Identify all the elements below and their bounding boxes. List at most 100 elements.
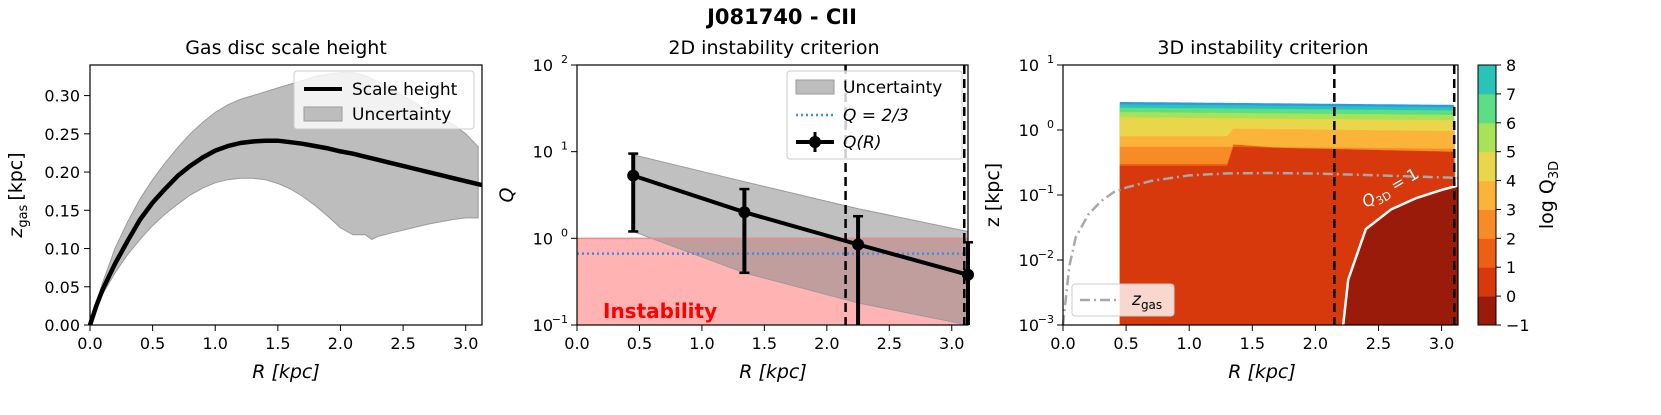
q3d-contour-line [1341,184,1459,326]
legend-marker-uncertainty [795,79,835,95]
colorbar-tick-label: 0 [1506,287,1516,306]
legend-marker-uncertainty [303,106,343,122]
x-tick-label: 2.5 [1366,334,1391,353]
colorbar-segment [1478,180,1496,210]
colorbar-segment [1478,296,1496,326]
colorbar-tick-label: 5 [1506,143,1516,162]
y-tick-label: 10 [1019,121,1039,140]
y-tick-label: 10 [1019,251,1039,270]
x-tick-label: 1.5 [265,334,290,353]
y-tick-label: 10 [1019,186,1039,205]
y-tick-exponent: −1 [552,313,568,326]
y-axis-label: zgas[kpc] [5,152,31,238]
y-tick-exponent: −1 [1038,183,1054,196]
figure-title: J081740 - CII [705,5,857,29]
x-tick-label: 0.0 [1050,334,1075,353]
y-tick-label: 10 [533,143,553,162]
x-tick-label: 0.5 [1113,334,1138,353]
x-tick-label: 2.5 [877,334,902,353]
q-r-line [632,173,969,277]
x-tick-label: 1.5 [1240,334,1265,353]
legend: Scale height Uncertainty [293,70,475,130]
y-tick-exponent: 0 [1047,118,1054,131]
unstable-region [1343,185,1458,325]
y-tick-label: 10 [533,316,553,335]
colorbar-tick-label: 1 [1506,258,1516,277]
colorbar-segment [1478,122,1496,153]
y-axis-label: Q [496,187,518,202]
colorbar-segment [1478,209,1496,239]
legend: Uncertainty Q = 2/3 Q(R) [786,70,963,160]
x-axis-label: R [kpc] [252,361,320,383]
z-gas-curve [1061,171,1459,326]
y-tick-label: 0.15 [44,201,80,220]
y-tick-label: 0.00 [44,316,80,335]
scale-height-line [87,138,483,326]
y-tick-exponent: −2 [1038,248,1054,261]
legend-label: Q = 2/3 [843,106,909,126]
y-tick-exponent: −3 [1038,313,1054,326]
legend-label: Q(R) [843,133,881,153]
x-tick-label: 3.0 [453,334,478,353]
y-tick-label: 0.20 [44,163,80,182]
x-tick-label: 2.0 [1303,334,1328,353]
instability-label: Instability [603,299,717,323]
x-tick-label: 2.5 [390,334,415,353]
colorbar-tick-label: −1 [1506,316,1530,335]
data-point [738,206,751,219]
legend-label: Scale height [352,80,458,100]
y-tick-exponent: 1 [1047,53,1054,66]
colorbar-segment [1478,151,1496,182]
legend-label: Uncertainty [843,78,942,98]
y-tick-exponent: 1 [561,140,568,153]
x-tick-label: 0.5 [140,334,165,353]
x-tick-label: 1.0 [1176,334,1201,353]
y-tick-label: 10 [533,229,553,248]
y-tick-exponent: 0 [561,226,568,239]
colorbar-tick-label: 8 [1506,56,1516,75]
data-point [852,238,865,251]
colorbar-tick-label: 2 [1506,229,1516,248]
y-tick-label: 0.05 [44,278,80,297]
colorbar-label: log Q3D [1536,161,1562,229]
y-axis-label: z [kpc] [982,163,1004,227]
x-tick-label: 0.0 [564,334,589,353]
colorbar-segment [1478,93,1496,124]
legend: zgas [1071,283,1175,317]
x-tick-label: 3.0 [1429,334,1454,353]
y-tick-label: 10 [1019,316,1039,335]
colorbar-tick-label: 7 [1506,85,1516,104]
panel-title: 3D instability criterion [1157,37,1368,59]
legend-label: zgas [1131,290,1162,312]
colorbar-tick-label: 3 [1506,200,1516,219]
colorbar: 8 7 6 5 4 3 2 1 0 −1 [1477,56,1530,335]
panel-scale-height: Gas disc scale height 0.0 0.5 1.0 1.5 2.0 2.5… [5,37,483,383]
x-axis-label: R [kpc] [739,361,807,383]
panel-title: 2D instability criterion [668,37,879,59]
x-tick-label: 0.5 [627,334,652,353]
y-tick-label: 10 [533,56,553,75]
y-tick-exponent: 2 [561,53,568,66]
x-tick-label: 0.0 [77,334,102,353]
y-tick-label: 10 [1019,56,1039,75]
panel-title: Gas disc scale height [185,37,387,59]
x-tick-label: 1.0 [689,334,714,353]
x-tick-label: 2.0 [814,334,839,353]
x-tick-label: 3.0 [939,334,964,353]
data-point [627,169,640,182]
legend-label: Uncertainty [352,105,451,125]
x-tick-label: 1.5 [752,334,777,353]
colorbar-segment [1478,238,1496,268]
panel-3d-instability: 3D instability criterion 0.0 0.5 1.0 1.5 2.0… [982,37,1562,383]
colorbar-frame [1477,64,1497,326]
x-tick-label: 2.0 [328,334,353,353]
colorbar-tick-label: 4 [1506,172,1516,191]
y-tick-label: 0.30 [44,87,80,106]
x-tick-label: 1.0 [203,334,228,353]
colorbar-segment [1478,65,1496,95]
y-tick-label: 0.10 [44,240,80,259]
colorbar-segment [1478,267,1496,297]
panel-2d-instability: 2D instability criterion 0.0 0.5 1.0 1.5 2.0… [496,37,974,383]
x-axis-label: R [kpc] [1228,361,1296,383]
